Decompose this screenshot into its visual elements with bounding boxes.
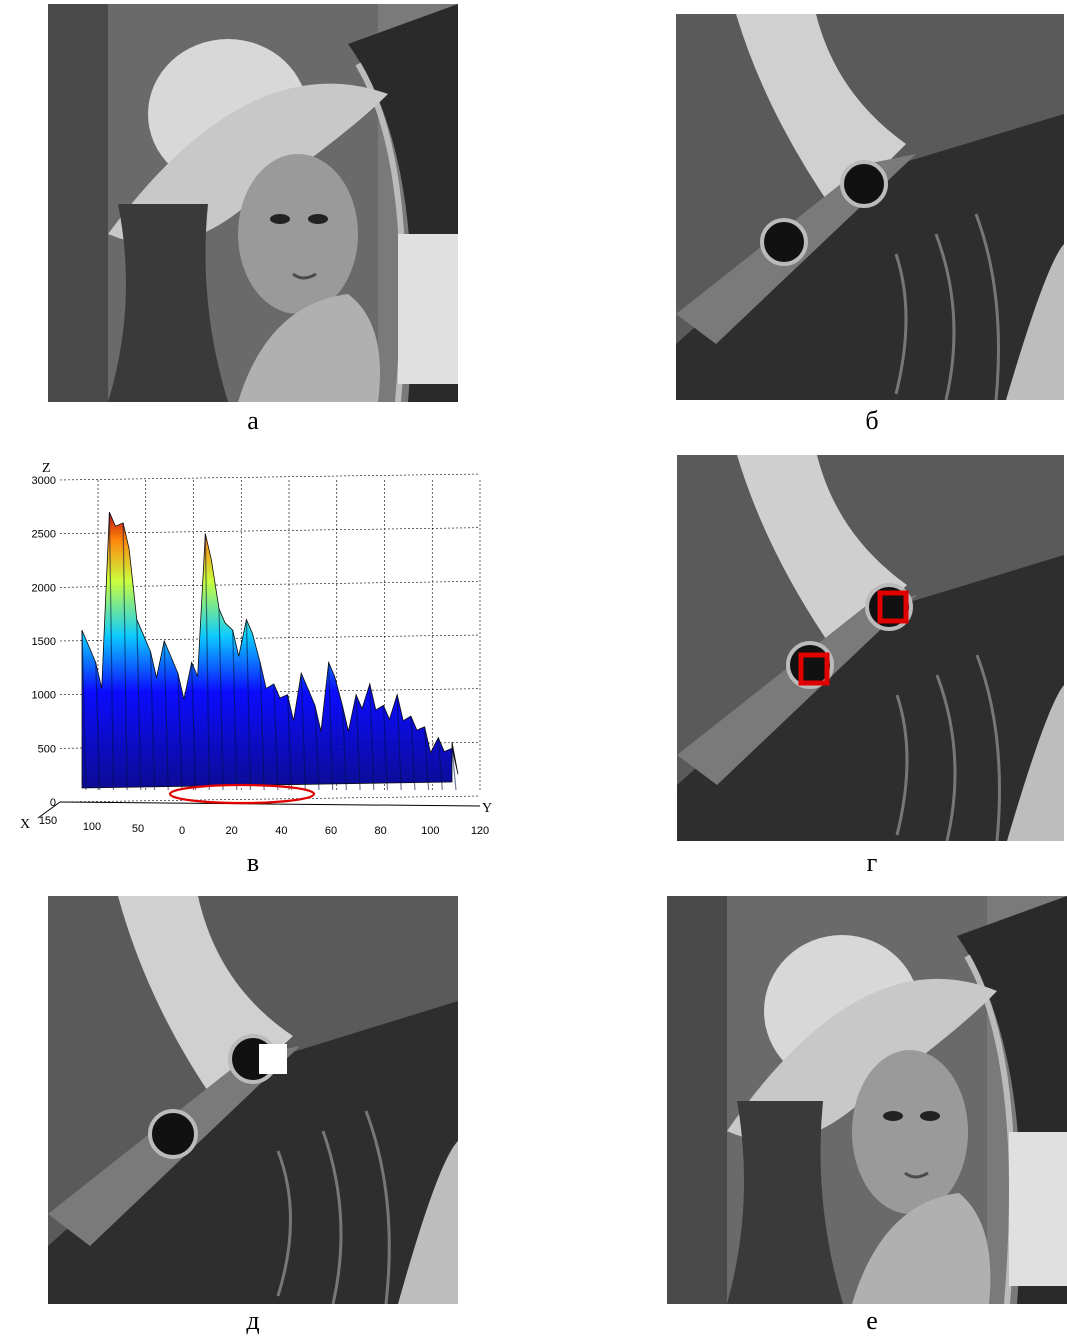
y-tick-label: 40 [275,825,287,837]
x-tick-label: 50 [132,823,144,835]
y-tick-label: 80 [375,825,387,837]
x-tick-label: 100 [83,821,101,833]
surface-strand [410,716,416,791]
z-grid-line [59,795,481,803]
image-a-full-portrait [48,4,458,402]
highlight-ellipse [168,783,316,805]
caption-e: е [866,1306,878,1335]
caption-a: а [247,406,259,435]
y-tick-label: 100 [421,825,439,837]
surface-strand [136,619,142,791]
z-axis-label: Z [42,461,51,476]
z-tick-label: 0 [50,797,56,809]
y-axis-line [59,801,481,807]
surface-strand [369,683,375,791]
surface-strand [437,737,443,791]
chart-3d-surface: 0 500 1000 1500 2000 2500 3000 0 20 40 60 80 100 120 1… [20,452,500,844]
surface-strand [163,640,169,791]
surface-strand [328,662,334,791]
surface-strand [355,694,361,791]
image-e-restored-portrait [667,896,1067,1304]
z-tick-label: 1500 [32,636,56,648]
y-tick-label: 20 [226,825,238,837]
surface-strand [149,651,156,791]
y-axis-label: Y [482,801,492,816]
z-grid-line [59,473,481,481]
surface-strand [218,608,224,791]
surface-strand [177,673,183,791]
surface-mesh [81,512,459,789]
image-b-zoomed-crop [676,14,1064,400]
surface-strand [314,705,320,791]
surface-strand [286,694,293,791]
surface-strand [300,673,306,791]
y-tick-label: 120 [471,825,489,837]
surface-strand [382,705,389,791]
chart-3d-surface-svg: 0 500 1000 1500 2000 2500 3000 0 20 40 60 80 100 120 1… [20,461,492,837]
x-axis-label: X [20,817,30,832]
surface-strand [259,662,265,791]
z-tick-label: 500 [38,743,56,755]
surface-strand [451,748,457,791]
surface-strand [204,533,210,791]
z-tick-label: 2500 [32,529,56,541]
surface-strand [191,662,197,791]
surface-strand [245,619,252,791]
image-d-white-square-crop [48,896,458,1304]
z-tick-label: 1000 [32,690,56,702]
surface-strand [122,522,128,791]
caption-d: д [246,1306,260,1335]
x-axis-line [37,801,61,819]
surface-strand [81,630,87,791]
surface-strand [423,726,430,791]
surface-strand [95,662,101,791]
red-marker-lower [798,652,830,686]
red-marker-upper [877,590,909,624]
surface-strand [396,694,402,791]
caption-b: б [865,406,879,435]
x-tick-label: 150 [39,815,57,827]
y-tick-label: 0 [179,825,185,837]
surface-strand [273,683,279,791]
z-tick-label: 3000 [32,475,56,487]
surface-strand [108,512,115,791]
caption-g: г [866,848,878,877]
white-square-marker [259,1044,287,1074]
y-tick-label: 60 [325,825,337,837]
surface-strand [341,705,347,791]
z-tick-label: 2000 [32,582,56,594]
caption-v: в [246,848,260,877]
surface-strand [232,630,238,791]
image-g-marked-crop [677,455,1064,841]
